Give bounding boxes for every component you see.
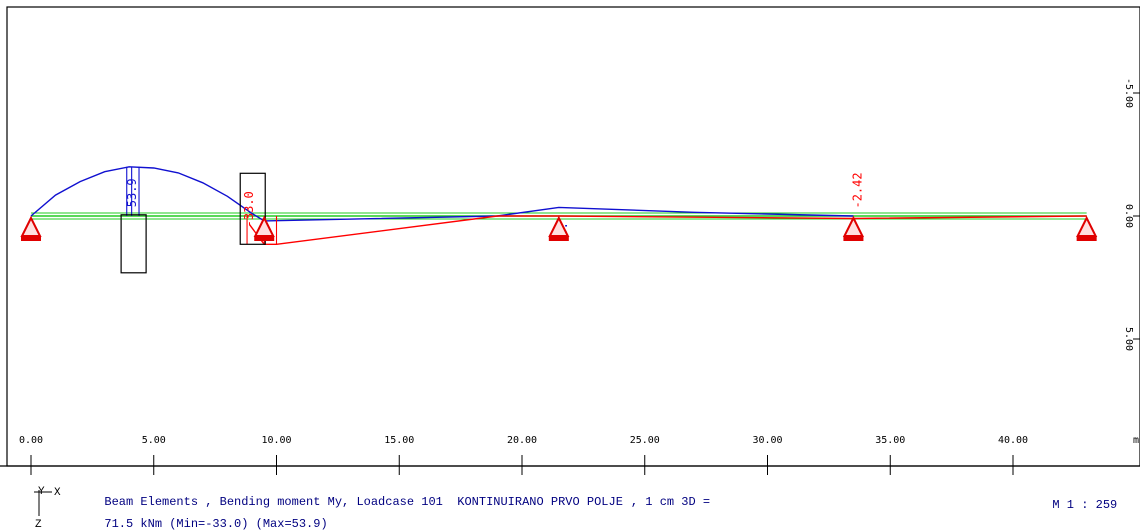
- y-tick-label: 0.00: [1123, 204, 1134, 228]
- support-base: [1077, 236, 1097, 241]
- svg-text:Z: Z: [35, 519, 42, 528]
- svg-text:Y: Y: [38, 486, 45, 498]
- x-tick-label: 20.00: [507, 435, 537, 446]
- value-label: -33.0: [242, 191, 256, 227]
- support-base: [254, 236, 274, 241]
- svg-text:X: X: [54, 487, 61, 499]
- support-base: [843, 236, 863, 241]
- x-tick-label: 30.00: [752, 435, 782, 446]
- scale-note: , 1 cm 3D =: [631, 495, 710, 509]
- value-label: -2.42: [850, 172, 864, 208]
- x-tick-label: 0.00: [19, 435, 43, 446]
- y-tick-label: -5.00: [1123, 78, 1134, 108]
- x-tick-label: 25.00: [630, 435, 660, 446]
- x-tick-label: 10.00: [261, 435, 291, 446]
- value-label: 53.9: [125, 178, 139, 207]
- plot-scale-text: M 1 : 259: [1052, 498, 1117, 512]
- max-label: (Max=53.9): [256, 517, 328, 531]
- y-tick-label: 5.00: [1123, 327, 1134, 351]
- x-tick-label: 15.00: [384, 435, 414, 446]
- support-base: [549, 236, 569, 241]
- x-tick-label: 35.00: [875, 435, 905, 446]
- min-label: (Min=-33.0): [169, 517, 248, 531]
- support-base: [21, 236, 41, 241]
- plot-frame: [7, 7, 1140, 466]
- x-tick-label: 40.00: [998, 435, 1028, 446]
- axis-triad-icon: Y X Z: [32, 486, 72, 528]
- scale-value: 71.5 kNm: [104, 517, 162, 531]
- x-unit-label: m: [1133, 435, 1139, 446]
- chart-subtitle: 71.5 kNm (Min=-33.0) (Max=53.9): [90, 503, 328, 531]
- plot-scale: M 1 : 259: [1038, 484, 1117, 512]
- x-tick-label: 5.00: [142, 435, 166, 446]
